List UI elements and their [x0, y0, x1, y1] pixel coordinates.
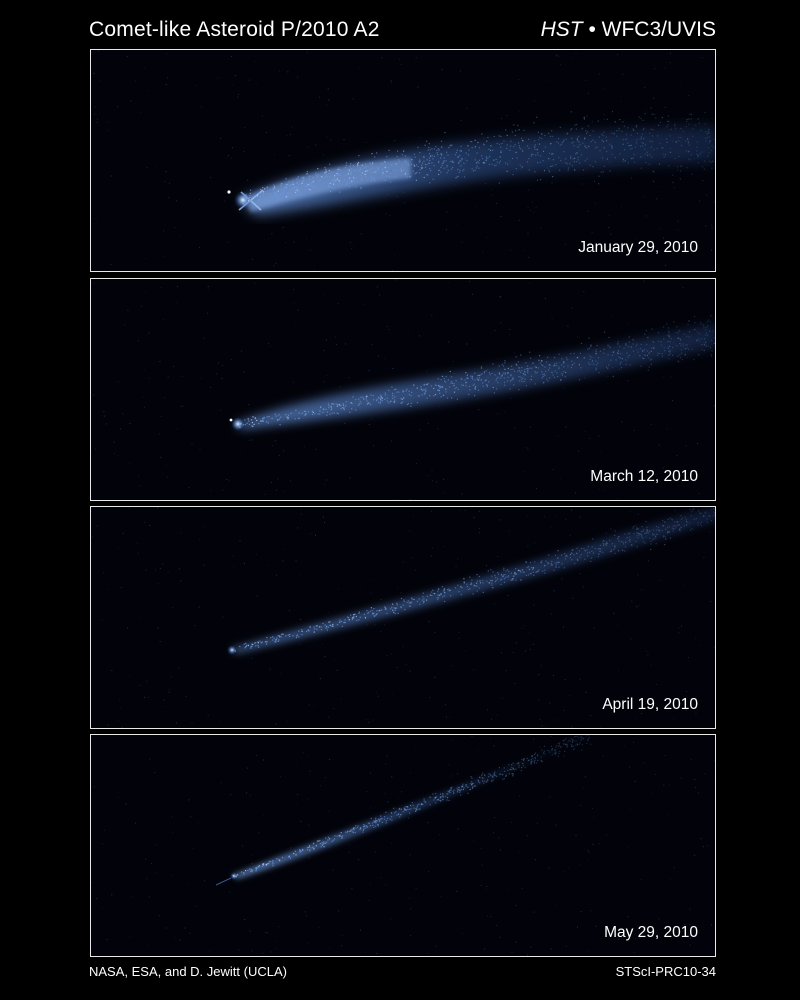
observation-date: April 19, 2010: [602, 696, 698, 713]
background-noise: [92, 507, 715, 728]
instrument-label: HST • WFC3/UVIS: [541, 18, 716, 42]
nucleus-point: [229, 418, 233, 422]
observation-date: May 29, 2010: [604, 924, 698, 941]
observation-panel-1: January 29, 2010: [90, 49, 716, 272]
observation-panel-4: May 29, 2010: [90, 734, 716, 957]
comet-image-4: [92, 735, 715, 956]
nucleus-point: [227, 190, 231, 194]
comet-image-3: [92, 507, 715, 728]
dust-tail: [236, 324, 715, 429]
observation-date: January 29, 2010: [578, 239, 698, 256]
tail-grain: [239, 315, 715, 428]
telescope-name: HST: [540, 18, 583, 41]
tail-grain: [233, 508, 715, 652]
dust-tail: [241, 126, 715, 215]
tail-grain: [232, 735, 592, 878]
nucleus: [227, 645, 237, 655]
separator: •: [582, 18, 602, 41]
nucleus: [231, 417, 245, 431]
observation-date: March 12, 2010: [590, 468, 698, 485]
comet-image-2: [91, 279, 715, 500]
release-id: STScI-PRC10-34: [615, 964, 716, 979]
observation-panel-3: April 19, 2010: [90, 506, 716, 729]
background-noise: [92, 735, 715, 956]
camera-name: WFC3/UVIS: [601, 18, 716, 41]
figure-title: Comet-like Asteroid P/2010 A2: [89, 18, 380, 41]
dust-tail: [233, 735, 591, 879]
tail-grain: [242, 107, 715, 205]
background-noise: [91, 279, 715, 500]
nucleus: [234, 191, 252, 209]
background-noise: [93, 50, 715, 271]
dust-tail: [231, 507, 715, 653]
trail: [215, 877, 232, 886]
observation-panel-2: March 12, 2010: [90, 278, 716, 501]
comet-image-1: [93, 50, 715, 271]
image-credit: NASA, ESA, and D. Jewitt (UCLA): [89, 964, 287, 979]
